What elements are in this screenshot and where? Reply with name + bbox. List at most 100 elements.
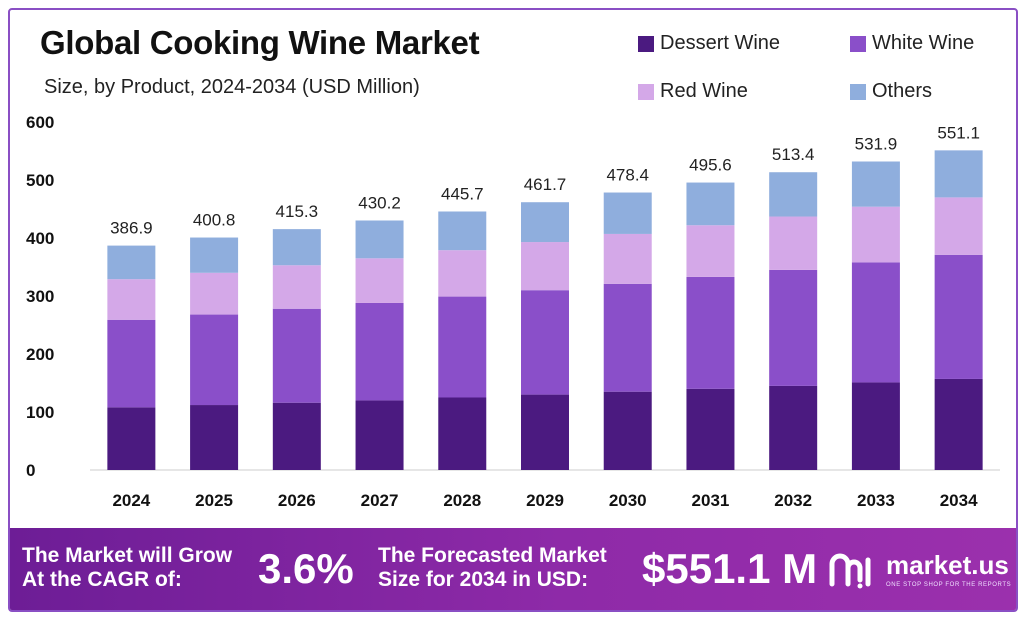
y-tick-label: 200 bbox=[26, 345, 54, 364]
bar-dessert-wine bbox=[851, 382, 900, 470]
bar-total-label: 415.3 bbox=[276, 202, 319, 221]
legend-swatch-red-wine bbox=[638, 83, 654, 100]
bar-others bbox=[355, 220, 404, 259]
bar-dessert-wine bbox=[769, 385, 818, 470]
bar-total-label: 430.2 bbox=[358, 193, 401, 212]
x-tick-label: 2033 bbox=[857, 491, 895, 510]
bar-white-wine bbox=[851, 262, 900, 383]
bar-red-wine bbox=[107, 279, 156, 320]
forecast-label-line2: Size for 2034 in USD: bbox=[378, 568, 589, 591]
bar-red-wine bbox=[603, 233, 652, 284]
bar-white-wine bbox=[438, 296, 487, 398]
bar-total-label: 400.8 bbox=[193, 211, 236, 230]
forecast-value: $551.1 M bbox=[642, 545, 818, 592]
bar-total-label: 551.1 bbox=[937, 123, 980, 142]
bar-dessert-wine bbox=[190, 405, 239, 470]
bar-dessert-wine bbox=[934, 378, 983, 470]
legend-item-dessert-wine: Dessert Wine bbox=[638, 32, 780, 55]
bar-total-label: 495.6 bbox=[689, 156, 732, 175]
chart-card: Global Cooking Wine Market Size, by Prod… bbox=[8, 8, 1018, 612]
bar-others bbox=[272, 229, 321, 266]
y-tick-label: 500 bbox=[26, 171, 54, 190]
bar-red-wine bbox=[355, 258, 404, 303]
legend-swatch-others bbox=[850, 83, 866, 100]
legend-label-red-wine: Red Wine bbox=[660, 80, 748, 102]
y-tick-label: 0 bbox=[26, 461, 35, 480]
bar-dessert-wine bbox=[272, 402, 321, 470]
x-tick-label: 2032 bbox=[774, 491, 812, 510]
bar-white-wine bbox=[521, 290, 569, 395]
y-tick-label: 400 bbox=[26, 229, 54, 248]
bar-total-label: 386.9 bbox=[110, 219, 153, 238]
x-tick-label: 2026 bbox=[278, 491, 316, 510]
bar-dessert-wine bbox=[355, 400, 404, 470]
bar-others bbox=[769, 172, 818, 217]
bar-red-wine bbox=[686, 225, 735, 277]
cagr-label: The Market will Grow At the CAGR of: bbox=[22, 544, 232, 592]
bar-white-wine bbox=[934, 254, 983, 379]
market-us-logo-icon bbox=[829, 553, 871, 589]
x-tick-label: 2025 bbox=[195, 491, 233, 510]
legend-swatch-dessert-wine bbox=[638, 35, 654, 52]
bar-others bbox=[438, 211, 487, 251]
bar-white-wine bbox=[686, 276, 735, 389]
chart-subtitle: Size, by Product, 2024-2034 (USD Million… bbox=[44, 76, 420, 98]
bar-others bbox=[934, 150, 983, 198]
bar-white-wine bbox=[603, 283, 652, 392]
bar-white-wine bbox=[769, 269, 818, 386]
brand-tagline: ONE STOP SHOP FOR THE REPORTS bbox=[886, 582, 1012, 588]
x-tick-label: 2031 bbox=[692, 491, 730, 510]
y-tick-label: 100 bbox=[26, 403, 54, 422]
bar-white-wine bbox=[190, 314, 239, 406]
cagr-value: 3.6% bbox=[258, 545, 354, 592]
summary-banner: The Market will Grow At the CAGR of: 3.6… bbox=[10, 528, 1016, 610]
brand-name: market.us bbox=[886, 550, 1009, 580]
legend-label-others: Others bbox=[872, 80, 933, 102]
bar-others bbox=[603, 192, 652, 234]
bar-others bbox=[107, 245, 156, 280]
bar-dessert-wine bbox=[438, 397, 487, 470]
cagr-label-line1: The Market will Grow bbox=[22, 544, 233, 567]
bar-total-label: 461.7 bbox=[524, 175, 567, 194]
legend-item-red-wine: Red Wine bbox=[638, 80, 748, 103]
bar-others bbox=[686, 182, 735, 226]
bar-red-wine bbox=[934, 197, 983, 255]
bar-red-wine bbox=[769, 216, 818, 270]
bar-dessert-wine bbox=[521, 394, 569, 470]
x-tick-label: 2024 bbox=[112, 491, 150, 510]
bar-total-label: 513.4 bbox=[772, 145, 815, 164]
x-tick-label: 2034 bbox=[940, 491, 978, 510]
bar-others bbox=[190, 237, 239, 273]
bar-total-label: 445.7 bbox=[441, 184, 484, 203]
forecast-label-line1: The Forecasted Market bbox=[378, 544, 607, 567]
bar-total-label: 478.4 bbox=[606, 166, 649, 185]
bar-red-wine bbox=[438, 250, 487, 297]
bar-white-wine bbox=[107, 319, 156, 408]
bar-red-wine bbox=[272, 265, 321, 309]
y-tick-label: 600 bbox=[26, 113, 54, 132]
bar-white-wine bbox=[272, 308, 321, 403]
bar-total-label: 531.9 bbox=[855, 134, 898, 153]
x-tick-label: 2029 bbox=[526, 491, 564, 510]
bar-red-wine bbox=[521, 242, 569, 291]
bar-dessert-wine bbox=[686, 388, 735, 470]
bar-white-wine bbox=[355, 302, 404, 401]
legend-item-white-wine: White Wine bbox=[850, 32, 974, 55]
legend-label-dessert-wine: Dessert Wine bbox=[660, 32, 781, 54]
chart-title: Global Cooking Wine Market bbox=[40, 24, 480, 61]
x-tick-label: 2030 bbox=[609, 491, 647, 510]
cagr-label-line2: At the CAGR of: bbox=[22, 568, 182, 591]
stacked-bar-chart: 0 100 200 300 400 500 600 386.9 2024 400.8 2025 415… bbox=[26, 113, 1000, 510]
x-tick-label: 2028 bbox=[443, 491, 481, 510]
bar-dessert-wine bbox=[603, 391, 652, 470]
forecast-label: The Forecasted Market Size for 2034 in U… bbox=[378, 544, 607, 592]
legend-swatch-white-wine bbox=[850, 35, 866, 52]
legend-label-white-wine: White Wine bbox=[872, 32, 975, 54]
bar-others bbox=[851, 161, 900, 207]
bar-red-wine bbox=[851, 206, 900, 263]
bar-red-wine bbox=[190, 272, 239, 315]
legend-item-others: Others bbox=[850, 80, 932, 103]
bar-dessert-wine bbox=[107, 407, 156, 470]
y-tick-label: 300 bbox=[26, 287, 54, 306]
bar-others bbox=[521, 202, 569, 243]
